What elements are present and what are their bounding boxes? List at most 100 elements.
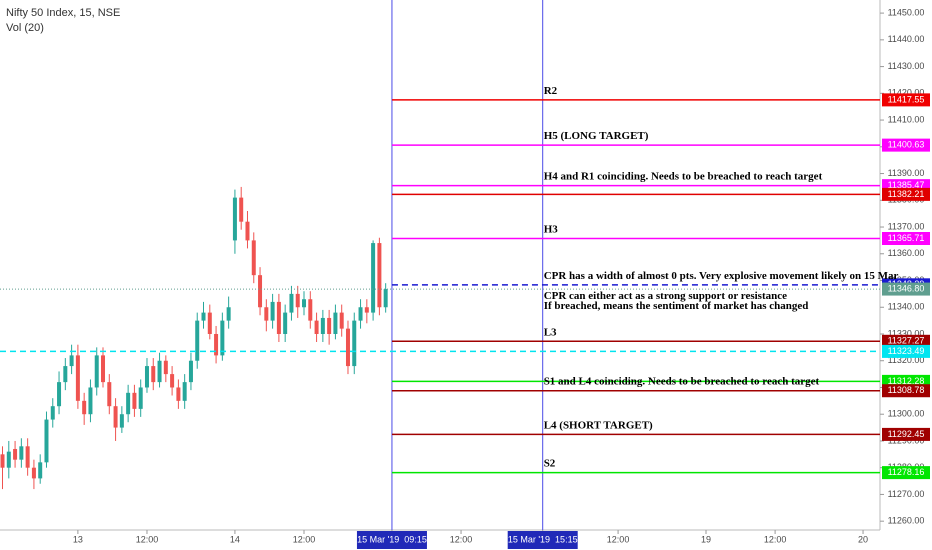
- price-tag-label: 11417.55: [888, 94, 925, 104]
- candle-body: [75, 355, 80, 401]
- candle-body: [13, 448, 18, 460]
- level-annotation: H5 (LONG TARGET): [544, 130, 649, 142]
- y-tick-label: 11440.00: [888, 34, 925, 44]
- x-tick-label: 15 Mar '19 09:15: [357, 534, 427, 544]
- candle-body: [88, 387, 93, 415]
- x-tick-highlight: [356, 531, 427, 549]
- candle-body: [170, 374, 175, 388]
- candle-body: [38, 462, 43, 479]
- candle-body: [126, 392, 131, 415]
- candle-body: [132, 392, 137, 409]
- candle-body: [182, 382, 187, 401]
- candle-body: [302, 299, 307, 308]
- price-tag: [882, 384, 930, 398]
- candle-body: [258, 275, 263, 308]
- candle-body: [25, 446, 30, 468]
- candle-body: [239, 197, 244, 222]
- price-tag-label: 11292.45: [888, 429, 925, 439]
- price-tag: [882, 93, 930, 107]
- price-tag-label: 11346.80: [888, 283, 925, 293]
- price-tag-label: 11385.47: [888, 180, 925, 190]
- candle-body: [119, 414, 124, 428]
- price-tag: [882, 344, 930, 358]
- candle-body: [364, 307, 369, 313]
- price-tag-label: 11400.63: [888, 139, 925, 149]
- candle-body: [44, 419, 49, 463]
- candle-body: [31, 467, 36, 479]
- y-tick-label: 11410.00: [888, 114, 925, 124]
- chart-subtitle: Vol (20): [6, 22, 44, 34]
- price-tag: [882, 187, 930, 201]
- price-tag-label: 11308.78: [888, 385, 925, 395]
- y-tick-label: 11370.00: [888, 221, 925, 231]
- x-tick-label: 12:00: [764, 534, 787, 544]
- candle-body: [383, 289, 388, 308]
- y-tick-label: 11320.00: [888, 355, 925, 365]
- price-tag-label: 11382.21: [888, 189, 925, 199]
- candle-body: [107, 382, 112, 407]
- x-tick-label: 12:00: [136, 534, 159, 544]
- x-tick-label: 12:00: [293, 534, 316, 544]
- candle-body: [345, 328, 350, 367]
- candle-body: [69, 355, 74, 367]
- candle-body: [176, 387, 181, 401]
- candle-body: [138, 387, 143, 409]
- price-tag: [882, 466, 930, 480]
- price-tag-label: 11323.49: [888, 346, 925, 356]
- candle-body: [19, 446, 24, 460]
- price-tag-label: 11278.16: [888, 467, 925, 477]
- candle-body: [144, 366, 149, 388]
- y-tick-label: 11300.00: [888, 409, 925, 419]
- level-annotation: CPR has a width of almost 0 pts. Very ex…: [544, 270, 899, 282]
- candle-body: [276, 301, 281, 334]
- level-annotation: H4 and R1 coinciding. Needs to be breach…: [544, 171, 823, 183]
- level-annotation: S1 and L4 coinciding. Needs to be breach…: [544, 376, 820, 388]
- candle-body: [333, 312, 338, 334]
- candle-body: [82, 400, 87, 415]
- candle-body: [264, 307, 269, 321]
- y-tick-label: 11360.00: [888, 248, 925, 258]
- candle-body: [6, 451, 11, 468]
- price-tag-label: 11365.71: [888, 233, 925, 243]
- chart-title: Nifty 50 Index, 15, NSE: [6, 7, 120, 19]
- level-annotation: L3: [544, 326, 557, 338]
- y-tick-label: 11450.00: [888, 7, 925, 17]
- candle-body: [163, 360, 168, 375]
- x-tick-label: 19: [701, 534, 711, 544]
- level-annotation: H3: [544, 224, 559, 236]
- candle-body: [283, 312, 288, 334]
- candle-body: [214, 333, 219, 356]
- x-tick-highlight: [507, 531, 578, 549]
- candle-body: [289, 293, 294, 313]
- y-tick-label: 11390.00: [888, 168, 925, 178]
- candle-body: [352, 320, 357, 367]
- x-tick-label: 20: [858, 534, 868, 544]
- candle-body: [308, 299, 313, 321]
- x-tick-label: 12:00: [450, 534, 473, 544]
- candle-body: [207, 312, 212, 334]
- candle-body: [195, 320, 200, 361]
- candle-body: [232, 197, 237, 241]
- candle-body: [320, 317, 325, 334]
- y-tick-label: 11260.00: [888, 516, 925, 526]
- x-tick-label: 12:00: [607, 534, 630, 544]
- x-tick-label: 14: [230, 534, 240, 544]
- candle-body: [201, 312, 206, 321]
- candle-body: [101, 355, 106, 383]
- candle-body: [377, 243, 382, 308]
- price-tag: [882, 138, 930, 152]
- candle-body: [151, 366, 156, 383]
- price-tag: [882, 232, 930, 245]
- level-note: CPR can either act as a strong support o…: [544, 290, 787, 302]
- candle-body: [339, 312, 344, 329]
- candle-body: [63, 366, 68, 383]
- candle-body: [113, 406, 118, 428]
- price-tag-label: 11312.28: [888, 376, 925, 386]
- price-tag: [882, 334, 930, 348]
- level-note: If breached, means the sentiment of mark…: [544, 300, 809, 312]
- y-tick-label: 11340.00: [888, 302, 925, 312]
- level-annotation: R2: [544, 85, 558, 97]
- price-tag-label: 11327.27: [888, 336, 925, 346]
